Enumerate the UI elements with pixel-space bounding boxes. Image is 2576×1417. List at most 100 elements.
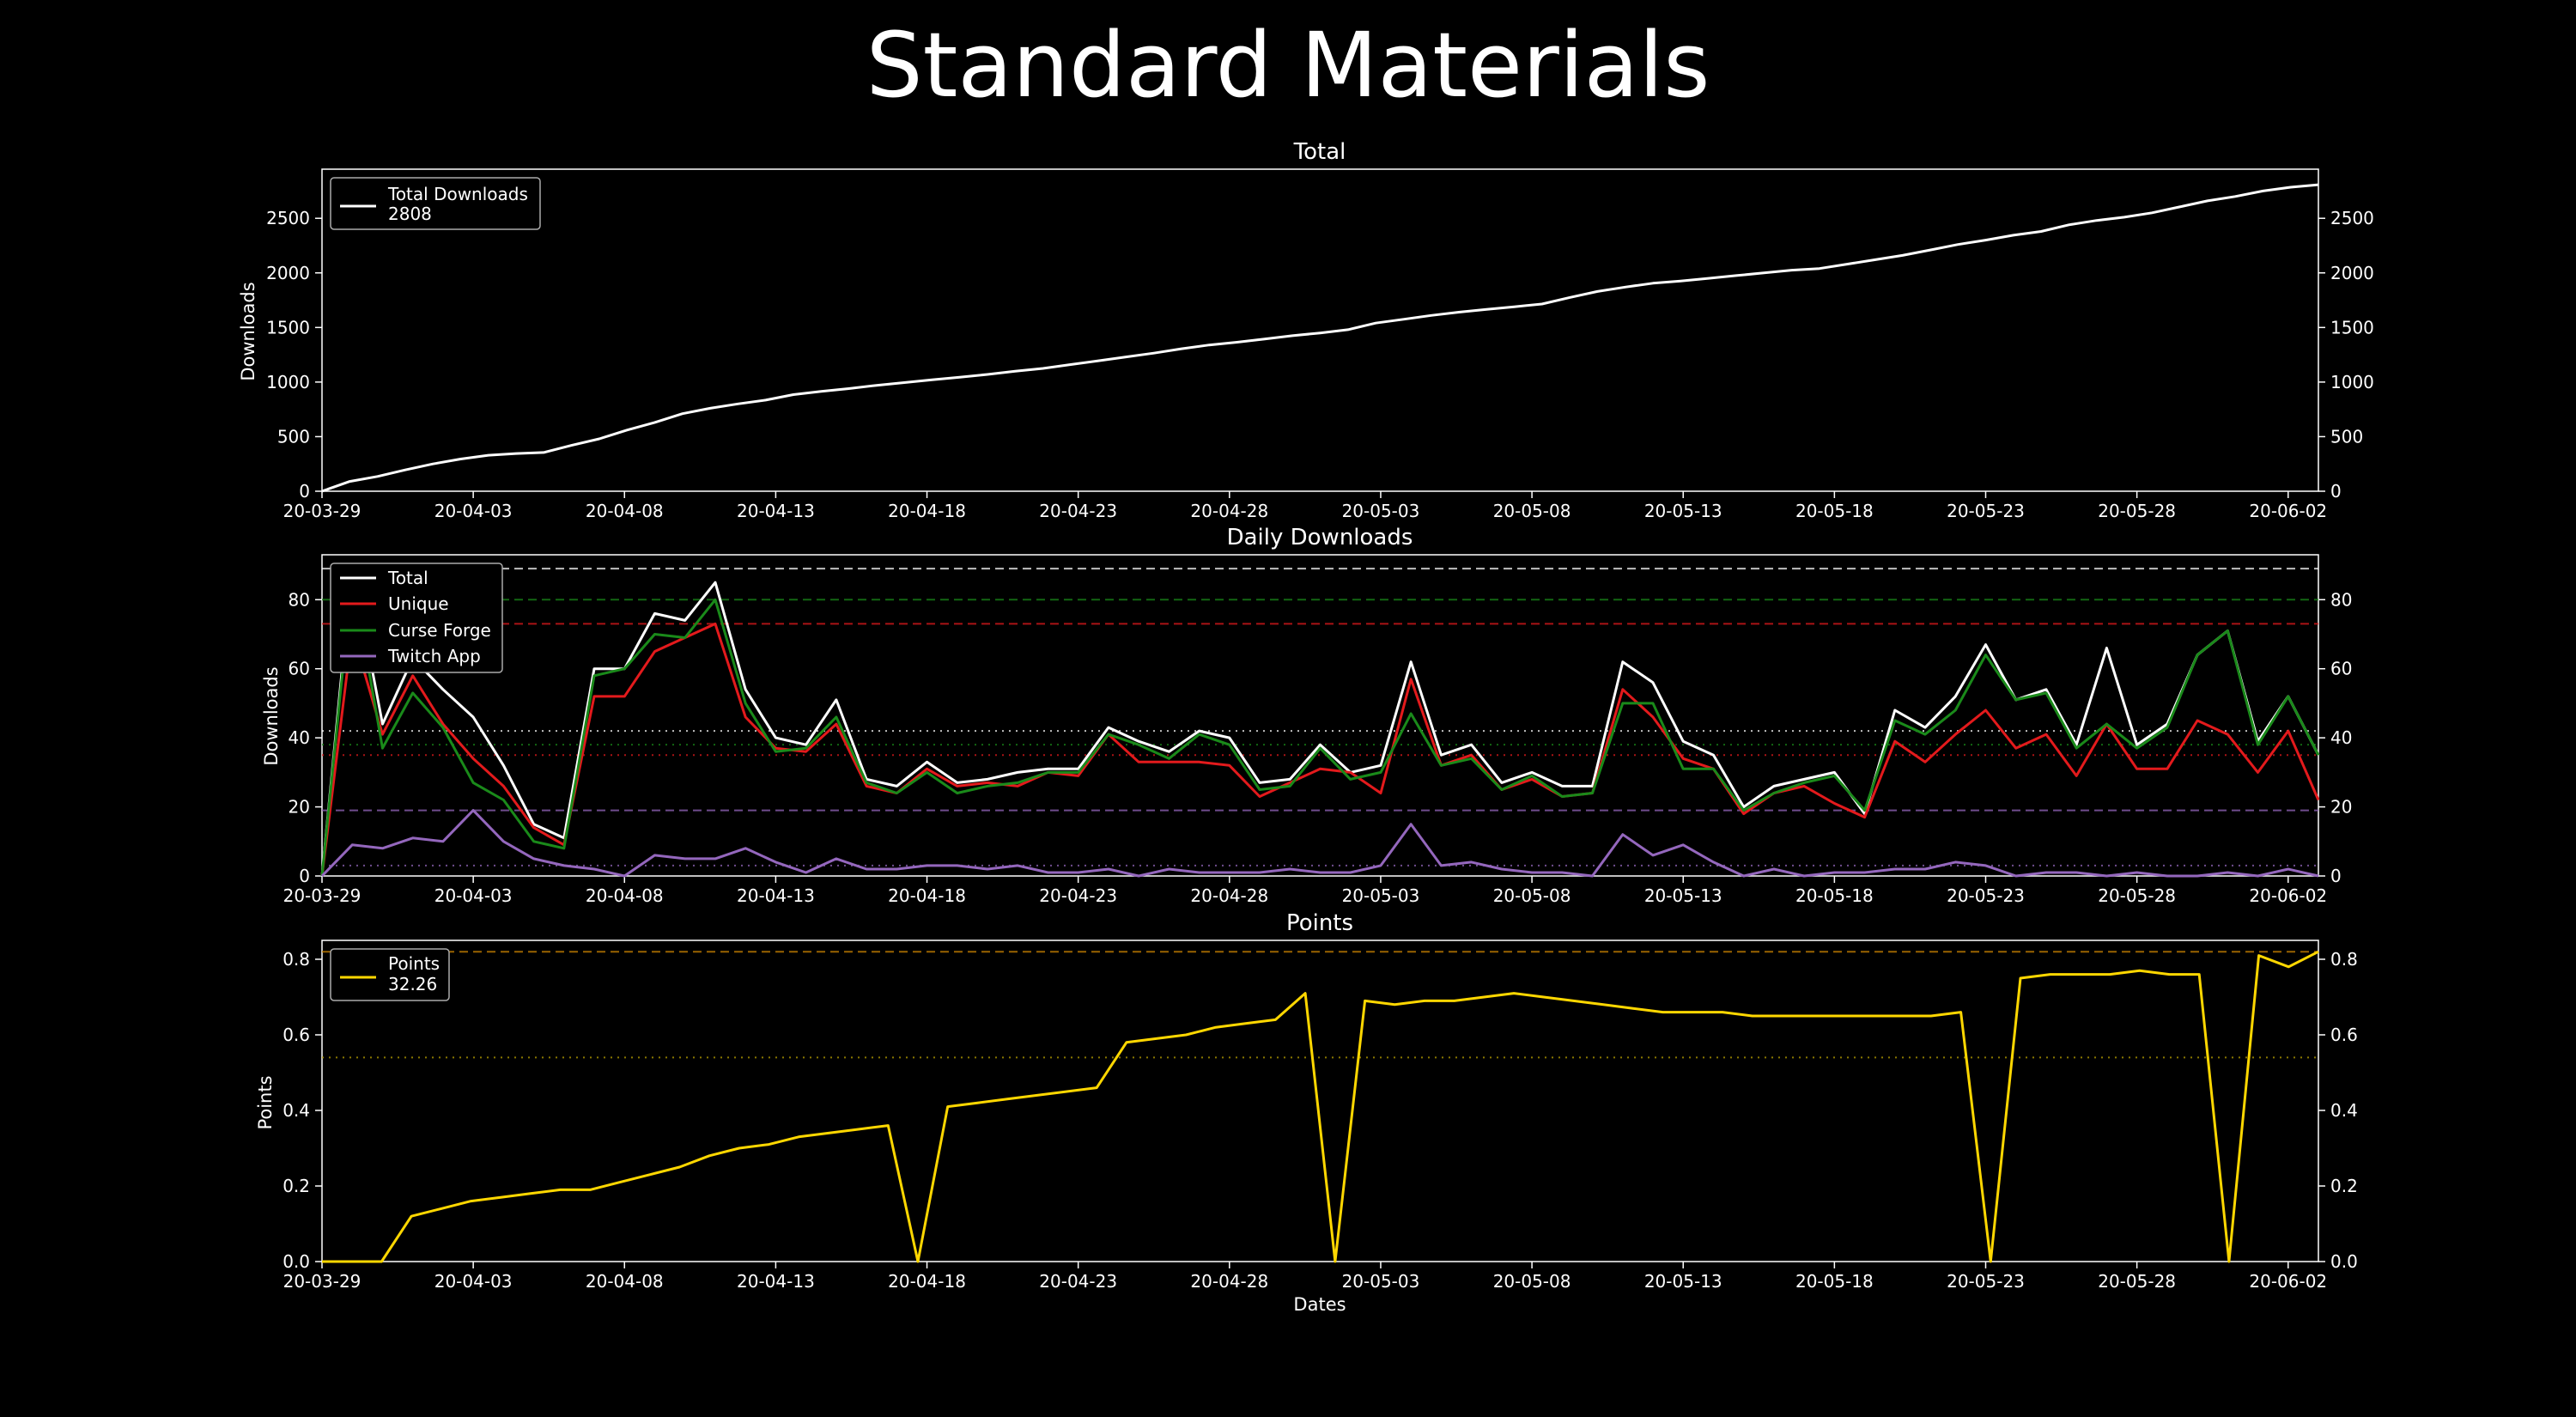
x-tick-label: 20-05-23: [1947, 501, 2025, 521]
y-tick-label-right: 0.6: [2330, 1025, 2358, 1045]
y-tick-label: 20: [289, 797, 310, 818]
x-tick-label: 20-04-08: [586, 501, 664, 521]
y-tick-label: 0: [299, 866, 310, 886]
x-tick-label: 20-04-23: [1039, 501, 1117, 521]
y-tick-label: 0.4: [283, 1100, 310, 1121]
x-tick-label: 20-06-02: [2249, 501, 2327, 521]
x-tick-label: 20-04-28: [1190, 1271, 1268, 1292]
y-tick-label-right: 0.2: [2330, 1176, 2358, 1196]
legend-label-total-downloads: Total Downloads: [387, 184, 528, 204]
y-tick-label-right: 1000: [2330, 372, 2374, 392]
figure-title: Standard Materials: [866, 13, 1710, 118]
x-tick-label: 20-05-03: [1342, 885, 1420, 906]
y-tick-label: 40: [289, 727, 310, 748]
x-tick-label: 20-05-03: [1342, 501, 1420, 521]
y-tick-label-right: 0: [2330, 481, 2342, 502]
y-tick-label-right: 2500: [2330, 208, 2374, 228]
x-tick-label: 20-05-28: [2098, 885, 2176, 906]
x-tick-label: 20-04-23: [1039, 1271, 1117, 1292]
y-tick-label: 80: [289, 589, 310, 610]
y-tick-label-right: 80: [2330, 589, 2352, 610]
x-tick-label: 20-03-29: [283, 501, 361, 521]
x-tick-label: 20-04-08: [586, 885, 664, 906]
x-tick-label: 20-06-02: [2249, 885, 2327, 906]
x-tick-label: 20-04-08: [586, 1271, 664, 1292]
series-line-total-downloads: [321, 183, 2319, 493]
series-line-total: [320, 563, 2320, 877]
y-tick-label-right: 0.4: [2330, 1100, 2358, 1121]
x-tick-label: 20-05-23: [1947, 1271, 2025, 1292]
y-tick-label-right: 40: [2330, 727, 2352, 748]
y-tick-label: 0.0: [283, 1251, 310, 1272]
y-tick-label: 1500: [266, 317, 310, 338]
x-tick-label: 20-05-18: [1795, 1271, 1874, 1292]
x-tick-label: 20-05-18: [1795, 885, 1874, 906]
y-tick-label: 0.6: [283, 1025, 310, 1045]
y-tick-label-right: 0.8: [2330, 949, 2358, 970]
legend-label-total: Total: [387, 568, 428, 588]
panel-daily-frame: [321, 554, 2319, 877]
y-tick-label: 500: [277, 426, 310, 447]
x-tick-label: 20-05-28: [2098, 1271, 2176, 1292]
x-tick-label: 20-05-13: [1644, 1271, 1722, 1292]
series-line-twitch-app: [320, 809, 2319, 878]
panel-total-legend: Total Downloads 2808: [330, 177, 541, 230]
series-line-points: [322, 950, 2319, 1263]
x-tick-label: 20-05-13: [1644, 501, 1722, 521]
panel-total-title: Total: [1293, 139, 1346, 165]
legend-label-twitch-app: Twitch App: [387, 646, 481, 666]
series-line-curse-forge: [320, 574, 2320, 877]
y-tick-label: 2000: [266, 263, 310, 283]
x-tick-label: 20-05-08: [1493, 885, 1571, 906]
series-line-unique: [320, 622, 2320, 877]
x-tick-label: 20-04-18: [888, 1271, 966, 1292]
x-tick-label: 20-04-03: [434, 501, 513, 521]
x-tick-label: 20-05-08: [1493, 1271, 1571, 1292]
x-tick-label: 20-04-13: [737, 885, 815, 906]
legend-value-total-downloads: 2808: [388, 204, 432, 224]
y-tick-label: 0: [299, 481, 310, 502]
y-tick-label: 0.2: [283, 1176, 310, 1196]
y-tick-label-right: 1500: [2330, 317, 2374, 338]
y-tick-label: 60: [289, 659, 310, 679]
panel-points: Points Points Dates 0.0 0.0 0.2 0.2 0.4 0.4 0.…: [255, 910, 2358, 1315]
x-tick-label: 20-04-13: [737, 1271, 815, 1292]
x-tick-label: 20-05-28: [2098, 501, 2176, 521]
x-tick-label: 20-04-03: [434, 1271, 513, 1292]
y-tick-label: 1000: [266, 372, 310, 392]
panel-points-frame: [321, 940, 2319, 1262]
x-tick-label: 20-04-03: [434, 885, 513, 906]
panel-daily: Daily Downloads Downloads 0 0 20 20 40 40 60 60…: [261, 525, 2352, 906]
panel-total-ylabel: Downloads: [238, 282, 258, 380]
x-tick-label: 20-04-13: [737, 501, 815, 521]
x-tick-label: 20-05-18: [1795, 501, 1874, 521]
x-tick-label: 20-04-18: [888, 501, 966, 521]
x-tick-label: 20-05-23: [1947, 885, 2025, 906]
panel-daily-ylabel: Downloads: [261, 666, 282, 765]
panel-total: Total Downloads 0 0 500 500 1000 1000 1500 1500…: [238, 139, 2374, 521]
panel-points-title: Points: [1286, 910, 1353, 936]
y-tick-label-right: 60: [2330, 659, 2352, 679]
x-tick-label: 20-04-23: [1039, 885, 1117, 906]
x-tick-label: 20-04-28: [1190, 885, 1268, 906]
legend-value-points: 32.26: [388, 974, 437, 994]
panel-points-xlabel: Dates: [1293, 1294, 1346, 1315]
legend-frame: [330, 563, 503, 673]
panel-points-ylabel: Points: [255, 1075, 276, 1129]
panel-daily-legend: Total Unique Curse Forge Twitch App: [330, 563, 503, 673]
y-tick-label-right: 0: [2330, 866, 2342, 886]
y-tick-label: 0.8: [283, 949, 310, 970]
panel-points-legend: Points 32.26: [330, 948, 450, 1001]
y-tick-label-right: 2000: [2330, 263, 2374, 283]
panel-daily-title: Daily Downloads: [1227, 525, 1413, 550]
x-tick-label: 20-03-29: [283, 885, 361, 906]
legend-frame: [330, 948, 450, 1001]
x-tick-label: 20-04-18: [888, 885, 966, 906]
y-tick-label-right: 0.0: [2330, 1251, 2358, 1272]
x-tick-label: 20-06-02: [2249, 1271, 2327, 1292]
panel-total-frame: [321, 168, 2319, 492]
x-tick-label: 20-05-03: [1342, 1271, 1420, 1292]
x-tick-label: 20-03-29: [283, 1271, 361, 1292]
x-tick-label: 20-04-28: [1190, 501, 1268, 521]
